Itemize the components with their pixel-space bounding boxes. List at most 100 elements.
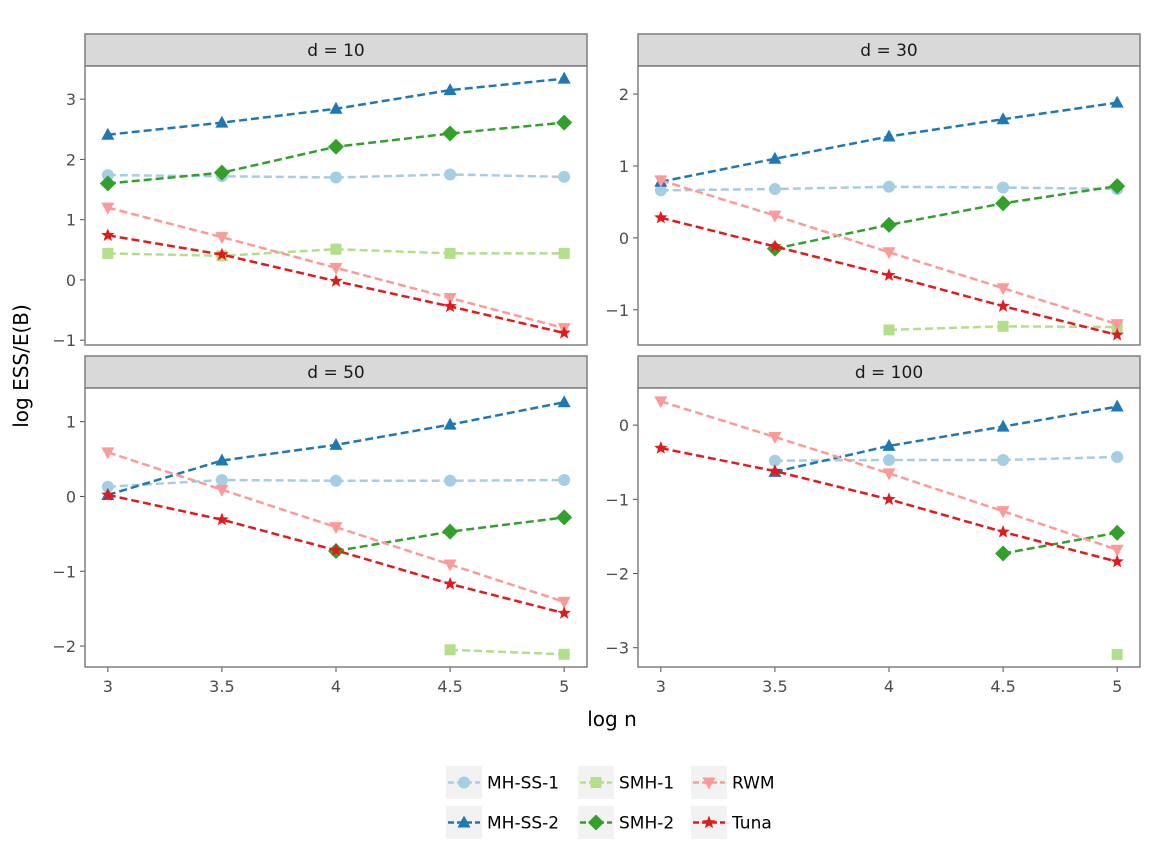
data-point-tuna xyxy=(768,239,782,253)
data-point-mh-ss-2 xyxy=(557,71,571,84)
data-point-tuna xyxy=(101,228,115,241)
legend-marker-smh-1 xyxy=(590,777,602,788)
legend-label-smh-2: SMH-2 xyxy=(619,814,674,834)
x-axis-title: log n xyxy=(587,707,637,731)
data-point-rwm xyxy=(768,210,782,223)
data-point-mh-ss-2 xyxy=(1110,95,1124,108)
series-line-smh-1 xyxy=(450,648,565,656)
data-point-smh-1 xyxy=(558,648,570,660)
series-mh-ss-2 xyxy=(654,95,1124,187)
strip-label-d-100: d = 100 xyxy=(855,363,923,383)
data-point-mh-ss-2 xyxy=(443,83,457,96)
legend-label-tuna: Tuna xyxy=(731,814,772,834)
legend-marker-mh-ss-1 xyxy=(458,776,470,789)
data-point-rwm xyxy=(101,447,115,460)
data-point-mh-ss-1 xyxy=(444,168,457,181)
data-point-rwm xyxy=(557,596,571,609)
data-point-mh-ss-1 xyxy=(101,480,114,493)
data-point-rwm xyxy=(654,396,668,409)
data-point-rwm xyxy=(882,247,896,260)
x-tick-label: 4 xyxy=(331,677,341,696)
y-tick-label: 2 xyxy=(66,150,76,169)
data-point-rwm xyxy=(215,484,229,497)
data-point-rwm xyxy=(1110,544,1124,557)
data-point-smh-2 xyxy=(556,114,573,131)
series-line-rwm xyxy=(660,179,1118,326)
panel-d-100: d = 100 −3 −2 −1 0 3 3.5 4 4.5 5 xyxy=(605,355,1141,696)
legend-item-mh-ss-1: MH-SS-1 xyxy=(446,766,559,799)
data-point-mh-ss-2 xyxy=(1110,399,1124,412)
data-point-mh-ss-2 xyxy=(557,395,571,408)
legend: MH-SS-1 MH-SS-2 SMH-1 SMH-2 RWM Tuna xyxy=(446,766,775,839)
series-rwm xyxy=(654,175,1124,332)
data-point-smh-2 xyxy=(442,125,459,142)
data-point-smh-2 xyxy=(556,509,573,526)
data-point-rwm xyxy=(654,175,668,188)
data-point-smh-2 xyxy=(881,216,897,233)
data-point-tuna xyxy=(654,441,668,454)
data-point-tuna xyxy=(557,606,571,619)
y-tick-label: −1 xyxy=(605,301,629,320)
data-point-mh-ss-2 xyxy=(882,129,896,142)
panel-d-50: d = 50 −2 −1 0 1 3 3.5 4 4.5 5 xyxy=(52,355,588,696)
data-point-tuna xyxy=(996,524,1010,538)
data-point-mh-ss-1 xyxy=(768,454,781,467)
data-point-mh-ss-2 xyxy=(215,115,229,128)
y-tick-label: 0 xyxy=(66,271,76,290)
data-point-mh-ss-1 xyxy=(768,182,781,195)
data-point-rwm xyxy=(101,202,115,215)
series-line-rwm xyxy=(660,400,1118,551)
series-mh-ss-1 xyxy=(101,474,571,493)
y-tick-label: −3 xyxy=(605,639,629,658)
panel-d-10: d = 10 −1 0 1 2 3 xyxy=(52,33,588,350)
data-point-tuna xyxy=(654,210,668,224)
data-point-mh-ss-1 xyxy=(997,181,1010,194)
data-point-smh-1 xyxy=(1111,648,1123,660)
data-point-smh-2 xyxy=(1109,524,1126,541)
data-point-rwm xyxy=(443,292,457,305)
data-point-mh-ss-1 xyxy=(101,169,114,182)
x-tick-label: 4 xyxy=(884,677,894,696)
data-point-tuna xyxy=(996,299,1010,312)
series-line-mh-ss-2 xyxy=(774,405,1118,474)
data-point-mh-ss-2 xyxy=(329,437,343,450)
series-smh-1 xyxy=(444,644,570,660)
data-point-tuna xyxy=(215,247,229,261)
legend-item-mh-ss-2: MH-SS-2 xyxy=(446,806,559,839)
data-point-smh-1 xyxy=(444,644,456,656)
panel-d-30: d = 30 −1 0 1 2 xyxy=(605,33,1141,346)
data-point-smh-1 xyxy=(997,320,1009,332)
data-point-mh-ss-1 xyxy=(330,171,342,184)
data-point-tuna xyxy=(768,464,782,477)
x-tick-label: 3.5 xyxy=(209,677,234,696)
series-smh-2 xyxy=(995,524,1126,562)
data-point-smh-2 xyxy=(99,175,116,192)
data-point-smh-2 xyxy=(442,523,459,540)
y-tick-label: 1 xyxy=(66,413,76,432)
strip-d-100 xyxy=(637,355,1141,389)
x-tick-label: 3.5 xyxy=(762,677,787,696)
data-point-rwm xyxy=(329,522,343,535)
data-point-mh-ss-2 xyxy=(996,112,1010,125)
data-point-tuna xyxy=(882,492,896,505)
series-mh-ss-1 xyxy=(768,451,1124,467)
x-tick-label: 4.5 xyxy=(990,677,1015,696)
x-tick-label: 4.5 xyxy=(437,677,462,696)
series-mh-ss-2 xyxy=(101,71,571,140)
data-point-smh-2 xyxy=(995,545,1012,562)
series-rwm xyxy=(654,396,1124,557)
y-tick-label: −2 xyxy=(605,565,629,584)
data-point-rwm xyxy=(996,283,1010,296)
x-tick-label: 5 xyxy=(559,677,569,696)
data-point-mh-ss-1 xyxy=(330,474,342,487)
data-point-smh-2 xyxy=(213,164,230,181)
data-point-rwm xyxy=(882,468,896,481)
data-point-smh-1 xyxy=(558,247,570,259)
legend-item-rwm: RWM xyxy=(691,766,775,799)
data-point-tuna xyxy=(215,512,229,526)
data-point-tuna xyxy=(329,274,343,287)
data-point-rwm xyxy=(215,232,229,245)
plot-area-d-100 xyxy=(638,388,1140,667)
data-point-rwm xyxy=(443,559,457,572)
